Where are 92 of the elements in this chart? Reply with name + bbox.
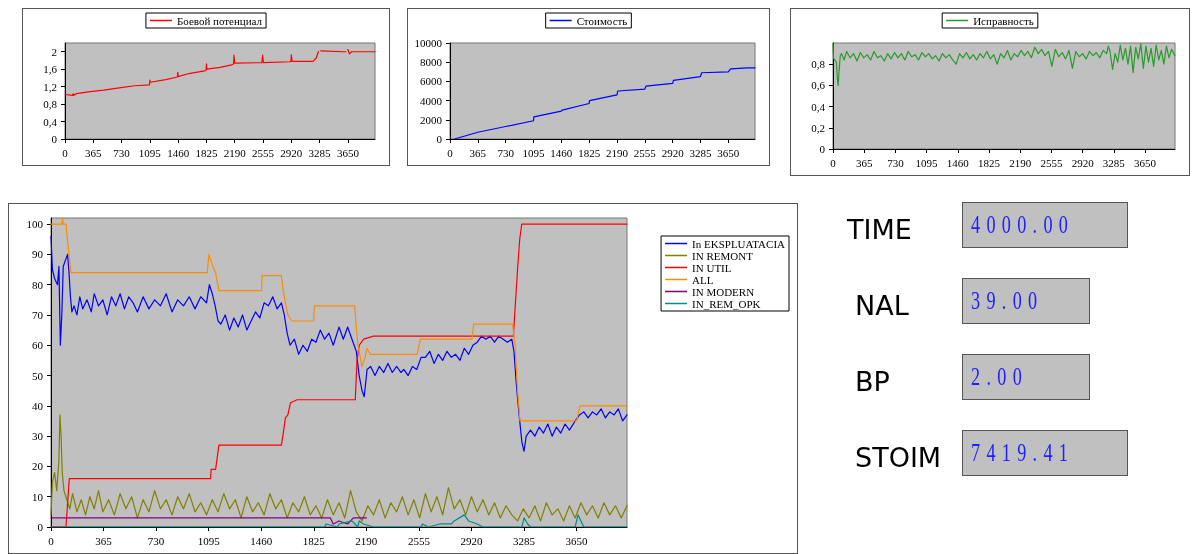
x-tick-label: 1825	[302, 534, 326, 547]
x-tick-label: 1460	[946, 156, 970, 169]
line-series	[50, 217, 628, 422]
y-tick-label: 40	[32, 399, 44, 412]
x-tick-label: 1095	[522, 146, 545, 159]
legend-label: Исправность	[973, 14, 1034, 27]
x-tick-label: 3285	[513, 534, 536, 547]
x-tick-label: 1460	[550, 146, 573, 159]
legend-label: Стоимость	[576, 14, 628, 27]
text: 7419.41	[971, 438, 1075, 468]
legend-label: In EKSPLUATACIA	[692, 237, 786, 250]
y-tick-label: 30	[32, 430, 44, 443]
x-tick-label: 365	[855, 156, 873, 169]
x-tick-label: 2190	[605, 146, 629, 159]
text: 4000.00	[971, 210, 1075, 240]
x-tick-label: 1095	[197, 534, 221, 547]
x-tick-label: 1095	[915, 156, 939, 169]
text: BP	[855, 366, 890, 397]
y-tick-label: 0,4	[811, 100, 826, 113]
x-tick-label: 1825	[578, 146, 601, 159]
x-tick-label: 2555	[407, 534, 431, 547]
x-tick-label: 3285	[1102, 156, 1126, 169]
y-tick-label: 2	[51, 45, 57, 58]
x-tick-label: 3650	[717, 146, 740, 159]
text: NAL	[855, 290, 909, 321]
x-tick-label: 1460	[250, 534, 273, 547]
line-series	[453, 67, 756, 140]
x-tick-label: 365	[95, 534, 113, 547]
line-series	[50, 235, 628, 452]
y-tick-label: 80	[32, 278, 44, 291]
legend-label: Боевой потенциал	[176, 14, 263, 27]
y-tick-label: 20	[32, 460, 44, 473]
x-tick-label: 2920	[661, 146, 685, 159]
y-tick-label: 2000	[420, 113, 443, 126]
x-tick-label: 3650	[565, 534, 589, 547]
y-tick-label: 70	[32, 308, 44, 321]
x-tick-label: 2555	[252, 146, 275, 159]
x-tick-label: 3285	[689, 146, 712, 159]
y-tick-label: 60	[32, 339, 44, 352]
line-series	[832, 42, 1176, 86]
y-tick-label: 0,4	[43, 115, 58, 128]
y-tick-label: 10	[32, 490, 44, 503]
legend-label: IN UTIL	[692, 261, 732, 274]
x-tick-label: 2920	[460, 534, 483, 547]
legend-label: IN REMONT	[692, 249, 754, 262]
y-tick-label: 0,6	[811, 79, 826, 92]
text: 39.00	[971, 286, 1044, 316]
x-tick-label: 730	[497, 146, 515, 159]
x-tick-label: 0	[447, 146, 454, 159]
x-tick-label: 2920	[1071, 156, 1095, 169]
x-tick-label: 2190	[1009, 156, 1032, 169]
text: 2.00	[971, 362, 1029, 392]
y-tick-label: 6000	[420, 75, 443, 88]
x-tick-label: 3650	[336, 146, 360, 159]
x-tick-label: 2190	[355, 534, 378, 547]
y-tick-label: 0	[37, 521, 44, 533]
x-tick-label: 1095	[138, 146, 162, 159]
x-tick-label: 3650	[1134, 156, 1157, 169]
y-tick-label: 8000	[420, 56, 443, 69]
x-tick-label: 730	[887, 156, 905, 169]
legend-label: ALL	[692, 273, 714, 286]
x-tick-label: 3285	[308, 146, 332, 159]
y-tick-label: 100	[26, 218, 44, 231]
y-tick-label: 0	[51, 133, 58, 145]
x-tick-label: 365	[469, 146, 487, 159]
x-tick-label: 365	[85, 146, 103, 159]
x-tick-label: 730	[113, 146, 131, 159]
text: TIME	[847, 214, 912, 245]
y-tick-label: 0	[436, 133, 443, 145]
text: STOIM	[855, 442, 942, 473]
x-tick-label: 1825	[195, 146, 218, 159]
x-tick-label: 730	[147, 534, 165, 547]
x-tick-label: 2190	[223, 146, 247, 159]
x-tick-label: 0	[62, 146, 69, 159]
y-tick-label: 0,8	[811, 58, 826, 71]
y-tick-label: 90	[32, 248, 44, 261]
y-tick-label: 50	[32, 369, 44, 382]
x-tick-label: 1825	[978, 156, 1001, 169]
x-tick-label: 2920	[280, 146, 303, 159]
line-series	[50, 414, 628, 522]
x-tick-label: 2555	[1040, 156, 1063, 169]
y-tick-label: 1,2	[43, 80, 57, 93]
y-tick-label: 10000	[414, 37, 443, 49]
y-tick-label: 0,8	[43, 98, 58, 111]
legend-label: IN_REM_OPK	[692, 297, 761, 310]
x-tick-label: 1460	[167, 146, 190, 159]
y-tick-label: 0,2	[811, 121, 825, 134]
x-tick-label: 0	[830, 156, 837, 169]
legend-label: IN MODERN	[692, 285, 755, 298]
y-tick-label: 4000	[420, 94, 443, 107]
x-tick-label: 2555	[633, 146, 657, 159]
y-tick-label: 1,6	[43, 63, 58, 76]
